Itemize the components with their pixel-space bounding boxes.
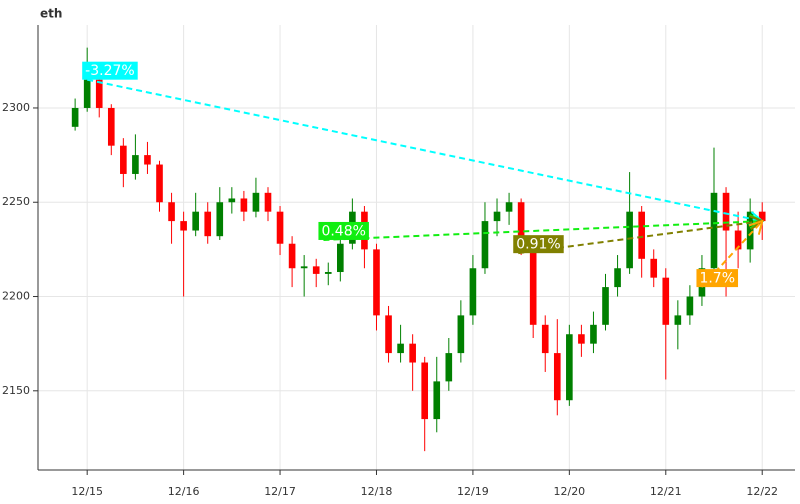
annotation-line bbox=[86, 78, 763, 223]
candle-body bbox=[204, 211, 212, 237]
candle-body bbox=[300, 266, 308, 269]
candle-body bbox=[168, 202, 175, 222]
candle-body bbox=[276, 211, 284, 244]
candle-body bbox=[505, 202, 513, 212]
candle-body bbox=[421, 362, 429, 420]
x-tick-label: 12/19 bbox=[457, 485, 489, 498]
annotation-box bbox=[318, 221, 369, 240]
x-tick-label: 12/22 bbox=[746, 485, 778, 498]
candle-body bbox=[614, 268, 621, 288]
y-tick-label: 2250 bbox=[2, 195, 30, 208]
candle-body bbox=[722, 192, 730, 231]
candle-body bbox=[95, 79, 103, 108]
candle-body bbox=[457, 315, 465, 354]
candle-body bbox=[638, 211, 645, 259]
candle-body bbox=[240, 198, 248, 212]
candle-body bbox=[566, 334, 573, 401]
x-tick-label: 12/16 bbox=[168, 485, 200, 498]
candle-body bbox=[469, 268, 477, 316]
candle-body bbox=[373, 249, 380, 316]
y-tick-label: 2200 bbox=[2, 290, 30, 303]
candle-body bbox=[120, 145, 127, 174]
candle-body bbox=[734, 230, 742, 250]
y-tick-label: 2300 bbox=[2, 101, 30, 114]
candle-body bbox=[650, 258, 658, 278]
candle-body bbox=[397, 343, 404, 354]
annotation-label: -3.27% bbox=[85, 63, 135, 79]
candle-body bbox=[83, 79, 91, 108]
x-tick-label: 12/15 bbox=[71, 485, 103, 498]
annotation-box bbox=[696, 269, 739, 288]
annotation-label: 0.91% bbox=[516, 237, 560, 253]
candle-body bbox=[746, 211, 754, 250]
annotation-line bbox=[323, 220, 763, 241]
candle-body bbox=[493, 211, 501, 222]
annotation-label: 0.48% bbox=[321, 223, 365, 239]
candle-body bbox=[192, 211, 199, 231]
x-tick-label: 12/17 bbox=[264, 485, 296, 498]
annotation-label: 1.7% bbox=[699, 271, 735, 287]
candle-body bbox=[445, 353, 453, 382]
candle-body bbox=[662, 277, 670, 325]
candle-body bbox=[674, 315, 682, 325]
candle-body bbox=[686, 296, 694, 316]
candle-body bbox=[529, 239, 537, 325]
candle-body bbox=[324, 272, 332, 274]
candle-body bbox=[758, 211, 766, 222]
candle-body bbox=[541, 324, 549, 354]
candle-body bbox=[590, 324, 597, 344]
candle-body bbox=[385, 315, 392, 354]
candle-body bbox=[228, 198, 236, 203]
candle-body bbox=[337, 243, 344, 273]
candle-body bbox=[433, 381, 441, 420]
candle-body bbox=[626, 211, 633, 269]
candle-body bbox=[517, 202, 525, 240]
chart-title: eth bbox=[40, 7, 62, 21]
x-tick-label: 12/18 bbox=[361, 485, 393, 498]
candle-body bbox=[481, 221, 489, 269]
candle-body bbox=[409, 343, 416, 363]
candle-body bbox=[144, 155, 151, 165]
candle-body bbox=[107, 107, 115, 146]
candle-body bbox=[553, 353, 561, 401]
annotation-box bbox=[513, 235, 564, 254]
candle-body bbox=[602, 287, 609, 325]
candle-body bbox=[264, 192, 272, 212]
annotation-box bbox=[82, 61, 138, 80]
candle-body bbox=[710, 192, 718, 269]
annotation-arrowhead bbox=[748, 219, 764, 235]
candle-body bbox=[180, 221, 187, 231]
candle-body bbox=[252, 192, 260, 212]
x-tick-label: 12/21 bbox=[650, 485, 682, 498]
candle-body bbox=[132, 155, 139, 174]
y-tick-label: 2150 bbox=[2, 384, 30, 397]
candle-body bbox=[216, 202, 224, 237]
x-tick-label: 12/20 bbox=[553, 485, 585, 498]
candle-body bbox=[71, 107, 79, 127]
candle-body bbox=[578, 334, 585, 344]
candle-body bbox=[288, 243, 296, 269]
candle-body bbox=[156, 164, 163, 203]
candle-body bbox=[312, 266, 320, 274]
